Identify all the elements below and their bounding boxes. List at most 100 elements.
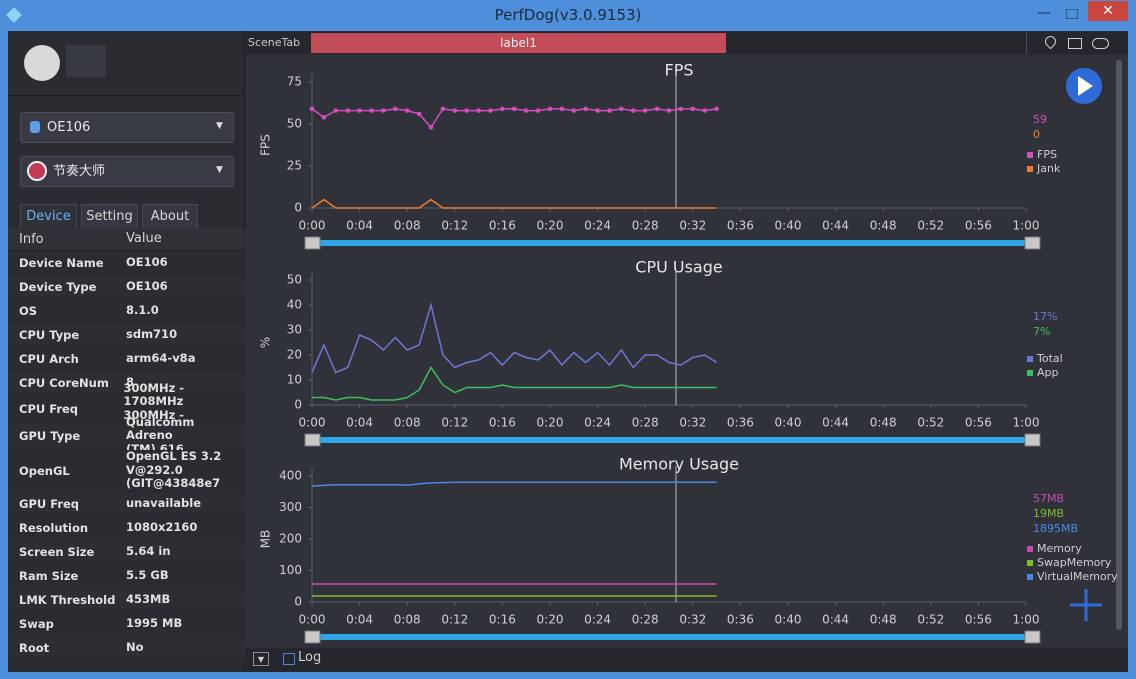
y-tick-label: 50	[287, 273, 302, 287]
table-row: Resolution 1080x2160	[8, 516, 245, 540]
data-point	[571, 108, 577, 113]
x-tick-label: 0:40	[775, 613, 802, 627]
row-value: 5.64 in	[126, 543, 171, 559]
legend-label: Jank	[1036, 162, 1061, 175]
data-point	[416, 111, 422, 117]
value-line: 1080x2160	[126, 519, 198, 534]
table-row: Device Name OE106	[8, 251, 245, 275]
x-tick-label: 0:52	[917, 416, 944, 430]
data-point	[345, 108, 351, 113]
value-line: arm64-v8a	[126, 350, 196, 365]
legend-swatch	[1027, 152, 1033, 158]
x-tick-label: 0:04	[346, 416, 373, 430]
data-point	[607, 108, 612, 113]
x-tick-label: 0:28	[632, 219, 659, 233]
add-button[interactable]	[1070, 589, 1102, 621]
series-line	[311, 198, 717, 209]
y-tick-label: 0	[294, 201, 302, 215]
row-label: Device Name	[19, 255, 104, 270]
y-axis-label: MB	[259, 530, 273, 549]
x-tick-label: 1:00	[1013, 219, 1040, 233]
row-value: 1995 MB	[126, 616, 182, 631]
data-point	[452, 108, 458, 113]
data-point	[690, 106, 696, 112]
x-tick-label: 0:44	[822, 219, 849, 233]
legend-label: App	[1037, 366, 1059, 379]
row-label: Swap	[19, 616, 54, 631]
x-tick-label: 0:04	[346, 219, 373, 233]
chart-title: Memory Usage	[619, 455, 739, 474]
separator	[8, 95, 245, 96]
value-line: Qualcomm Adreno	[125, 414, 195, 443]
folder-icon[interactable]	[1068, 38, 1082, 49]
table-row: CPU Type sdm710	[8, 323, 245, 347]
value-line: OE106	[126, 254, 168, 269]
maximize-button[interactable]	[1065, 9, 1079, 19]
table-row: CPU Arch arm64-v8a	[8, 347, 245, 371]
log-label: Log	[298, 650, 322, 665]
scene-label[interactable]: label1	[311, 33, 726, 53]
data-point	[678, 106, 684, 112]
row-label: OpenGL	[19, 463, 70, 478]
x-tick-label: 0:24	[584, 613, 611, 627]
device-select[interactable]: OE106	[20, 112, 234, 143]
header-cell: Value	[126, 231, 162, 247]
x-tick-label: 0:00	[299, 416, 326, 430]
value-line: 453MB	[126, 591, 171, 606]
x-tick-label: 0:00	[299, 219, 326, 233]
data-point	[631, 108, 636, 113]
row-label: Device Type	[19, 279, 97, 294]
minimize-button[interactable]: —	[1037, 5, 1051, 21]
row-label: Root	[19, 640, 50, 655]
slider-handle	[304, 630, 321, 644]
x-tick-label: 0:52	[917, 613, 944, 627]
dropdown-arrow: ▼	[216, 165, 223, 175]
data-point	[464, 108, 470, 113]
y-axis-label: %	[259, 337, 273, 348]
title-bar: PerfDog(v3.0.9153)	[0, 0, 1136, 31]
data-point	[404, 108, 410, 113]
current-value: 1895MB	[1033, 522, 1078, 535]
value-line: sdm710	[126, 326, 178, 341]
row-value: 8.1.0	[126, 303, 159, 318]
row-label: LMK Threshold	[19, 592, 116, 607]
data-point	[642, 108, 648, 113]
table-row: LMK Threshold 453MB	[8, 588, 245, 612]
legend-swatch	[1027, 370, 1033, 376]
series-line	[311, 302, 717, 374]
tab[interactable]: About	[142, 204, 198, 228]
scrollbar[interactable]	[1116, 60, 1122, 630]
dropdown-arrow: ▼	[216, 121, 223, 131]
x-tick-label: 0:08	[394, 416, 421, 430]
value-line: 5.64 in	[126, 543, 171, 558]
slider-handle	[1024, 433, 1041, 447]
time-slider	[312, 437, 1032, 443]
data-point	[547, 106, 553, 112]
chart-title: FPS	[664, 61, 693, 80]
row-value: 8	[126, 375, 134, 390]
log-checkbox[interactable]	[283, 653, 295, 665]
scene-tab[interactable]: SceneTab	[248, 36, 301, 49]
row-value: 1080x2160	[126, 519, 198, 535]
legend-label: SwapMemory	[1037, 556, 1112, 569]
slider-handle	[1024, 630, 1041, 644]
data-point	[321, 114, 327, 120]
app-select[interactable]: 节奏大师	[20, 156, 234, 187]
value-line: OpenGL ES 3.2	[126, 449, 222, 464]
x-tick-label: 0:56	[965, 416, 992, 430]
row-value: sdm710	[126, 326, 178, 342]
tab[interactable]: Setting	[81, 204, 138, 228]
y-tick-label: 75	[287, 75, 302, 89]
legend-swatch	[1027, 166, 1033, 172]
close-button[interactable]: ✕	[1088, 1, 1128, 21]
row-value: OpenGL ES 3.2 V@292.0 (GIT@43848e7	[126, 450, 221, 491]
x-tick-label: 0:36	[727, 416, 754, 430]
table-row: GPU Freq unavailable	[8, 492, 245, 516]
tab[interactable]: Device	[20, 204, 77, 228]
current-value: 59	[1033, 113, 1047, 126]
log-toggle[interactable]: ▼	[253, 652, 269, 666]
data-point	[512, 106, 517, 112]
cloud-icon[interactable]	[1092, 38, 1109, 49]
row-value: OE106	[126, 279, 168, 294]
